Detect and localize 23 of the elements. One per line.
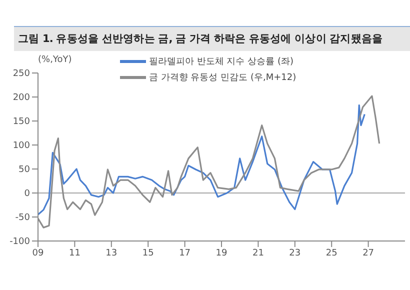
y-tick-label: -100 xyxy=(10,237,30,248)
x-tick-label: 09 xyxy=(32,248,44,258)
x-tick-label: 21 xyxy=(252,248,264,258)
y-tick-label: -50 xyxy=(15,213,30,224)
x-tick-label: 19 xyxy=(216,248,228,258)
x-tick-label: 25 xyxy=(326,248,338,258)
y-tick-label: 150 xyxy=(12,117,30,128)
chart-title: 그림 1. 유동성을 선반영하는 금, 금 가격 하락은 유동성에 이상이 감지됐음을 xyxy=(14,26,410,51)
legend-label: 금 가격향 유동성 민감도 (우,M+12) xyxy=(149,72,296,84)
y-tick-label: 0 xyxy=(24,189,30,200)
x-tick-label: 17 xyxy=(179,248,191,258)
y-tick-label: 50 xyxy=(18,165,30,176)
line-series xyxy=(38,104,366,216)
x-tick-label: 23 xyxy=(289,248,301,258)
legend-label: 필라델피아 반도체 지수 상승률 (좌) xyxy=(149,56,294,68)
x-tick-label: 13 xyxy=(106,248,118,258)
y-tick-label: 250 xyxy=(12,69,30,80)
y-tick-label: 200 xyxy=(12,93,30,104)
x-tick-label: 27 xyxy=(362,248,374,258)
x-tick-label: 15 xyxy=(142,248,154,258)
x-tick-label: 11 xyxy=(68,248,80,258)
y-axis-title: (%,YoY) xyxy=(38,55,72,65)
y-tick-label: 100 xyxy=(12,141,30,152)
